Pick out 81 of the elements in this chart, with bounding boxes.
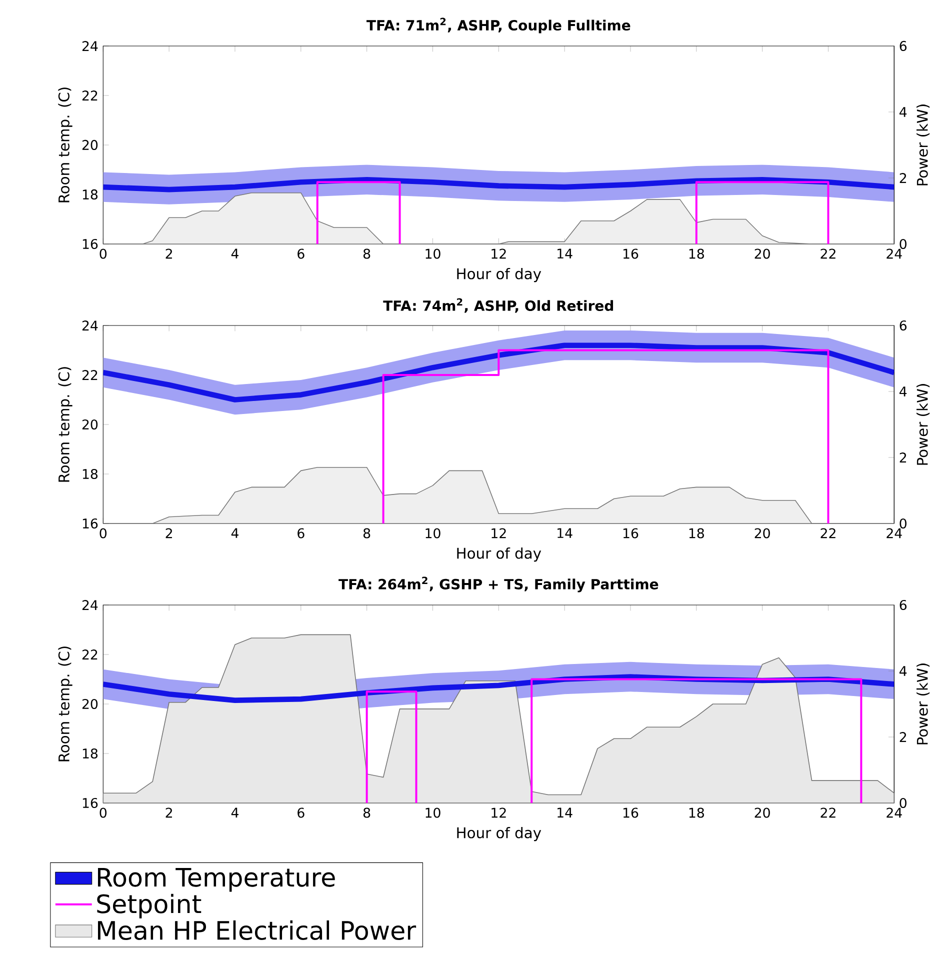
- x-tick-label: 2: [166, 528, 172, 538]
- y2-tick-label: 2: [900, 173, 906, 183]
- x-tick-label: 12: [492, 528, 506, 538]
- y-tick-label: 18: [82, 748, 98, 759]
- legend-label: Room Temperature: [98, 868, 335, 892]
- x-axis-title: Hour of day: [457, 547, 542, 562]
- y-tick-label: 22: [82, 650, 98, 660]
- y-tick-label: 18: [82, 468, 98, 480]
- x-axis-title: Hour of day: [457, 826, 542, 842]
- x-tick-label: 20: [754, 248, 770, 259]
- y2-tick-label: 6: [900, 320, 907, 331]
- x-tick-label: 6: [298, 248, 304, 259]
- y2-tick-label: 6: [900, 600, 907, 610]
- x-tick-label: 14: [558, 808, 572, 818]
- y-axis-title: Room temp. (C): [58, 646, 72, 762]
- y-tick-label: 24: [82, 41, 98, 51]
- y-tick-label: 20: [82, 698, 98, 710]
- legend-label: Setpoint: [97, 894, 202, 918]
- x-tick-label: 0: [100, 528, 107, 538]
- y2-tick-label: 4: [900, 386, 907, 396]
- y-tick-label: 22: [82, 370, 98, 380]
- y2-tick-label: 6: [900, 40, 907, 52]
- x-tick-label: 16: [623, 528, 638, 538]
- y2-tick-label: 4: [900, 107, 907, 117]
- y-tick-label: 16: [82, 518, 98, 529]
- x-tick-label: 8: [363, 528, 370, 538]
- y2-tick-label: 2: [900, 452, 906, 462]
- x-tick-label: 10: [426, 528, 440, 538]
- y-tick-label: 22: [82, 90, 98, 100]
- chart-title: TFA: 71m$^{2}$, ASHP, Couple Fulltime: [366, 18, 630, 34]
- x-tick-label: 24: [886, 528, 902, 538]
- y2-tick-label: 0: [900, 518, 906, 529]
- y-tick-label: 16: [82, 798, 98, 808]
- x-tick-label: 0: [100, 808, 107, 818]
- y-tick-label: 20: [82, 140, 98, 150]
- x-tick-label: 16: [623, 248, 638, 259]
- x-tick-label: 14: [558, 248, 572, 258]
- x-tick-label: 2: [166, 248, 172, 259]
- x-tick-label: 14: [558, 528, 572, 538]
- x-tick-label: 0: [100, 248, 107, 259]
- x-tick-label: 18: [689, 808, 704, 818]
- y2-axis-title: Power (kW): [916, 664, 930, 744]
- x-tick-label: 24: [886, 248, 902, 259]
- x-tick-label: 4: [231, 248, 238, 258]
- y2-axis-title: Power (kW): [916, 104, 930, 186]
- x-tick-label: 6: [298, 528, 304, 538]
- x-tick-label: 12: [492, 808, 506, 818]
- legend-label: Mean HP Electrical Power: [98, 920, 416, 940]
- y-tick-label: 24: [82, 320, 98, 330]
- x-tick-label: 2: [166, 808, 172, 818]
- y-tick-label: 16: [82, 238, 98, 250]
- x-tick-label: 10: [426, 248, 440, 259]
- y-tick-label: 24: [82, 600, 98, 610]
- x-tick-label: 4: [231, 528, 238, 538]
- y-axis-title: Room temp. (C): [58, 367, 72, 482]
- x-tick-label: 18: [689, 528, 704, 538]
- x-tick-label: 8: [363, 808, 370, 818]
- x-tick-label: 8: [363, 248, 370, 259]
- x-tick-label: 22: [820, 808, 836, 818]
- y2-tick-label: 0: [900, 238, 906, 250]
- x-tick-label: 24: [886, 808, 902, 818]
- y-axis-title: Room temp. (C): [58, 88, 72, 202]
- y2-tick-label: 4: [900, 666, 907, 676]
- y2-tick-label: 2: [900, 732, 906, 742]
- x-tick-label: 18: [689, 248, 704, 259]
- x-tick-label: 20: [754, 808, 770, 818]
- x-tick-label: 12: [492, 248, 506, 259]
- x-tick-label: 22: [820, 248, 836, 259]
- y-tick-label: 20: [82, 419, 98, 430]
- x-tick-label: 4: [231, 808, 238, 818]
- x-tick-label: 10: [426, 808, 440, 818]
- y2-tick-label: 0: [900, 798, 906, 808]
- y2-axis-title: Power (kW): [916, 384, 930, 465]
- x-tick-label: 20: [754, 528, 770, 538]
- x-axis-title: Hour of day: [457, 268, 542, 282]
- x-tick-label: 22: [820, 528, 836, 538]
- x-tick-label: 16: [623, 808, 638, 818]
- chart-title: TFA: 264m$^{2}$, GSHP + TS, Family Parttime: [338, 576, 658, 592]
- chart-title: TFA: 74m$^{2}$, ASHP, Old Retired: [383, 298, 614, 313]
- x-tick-label: 6: [298, 808, 304, 818]
- y-tick-label: 18: [82, 189, 98, 200]
